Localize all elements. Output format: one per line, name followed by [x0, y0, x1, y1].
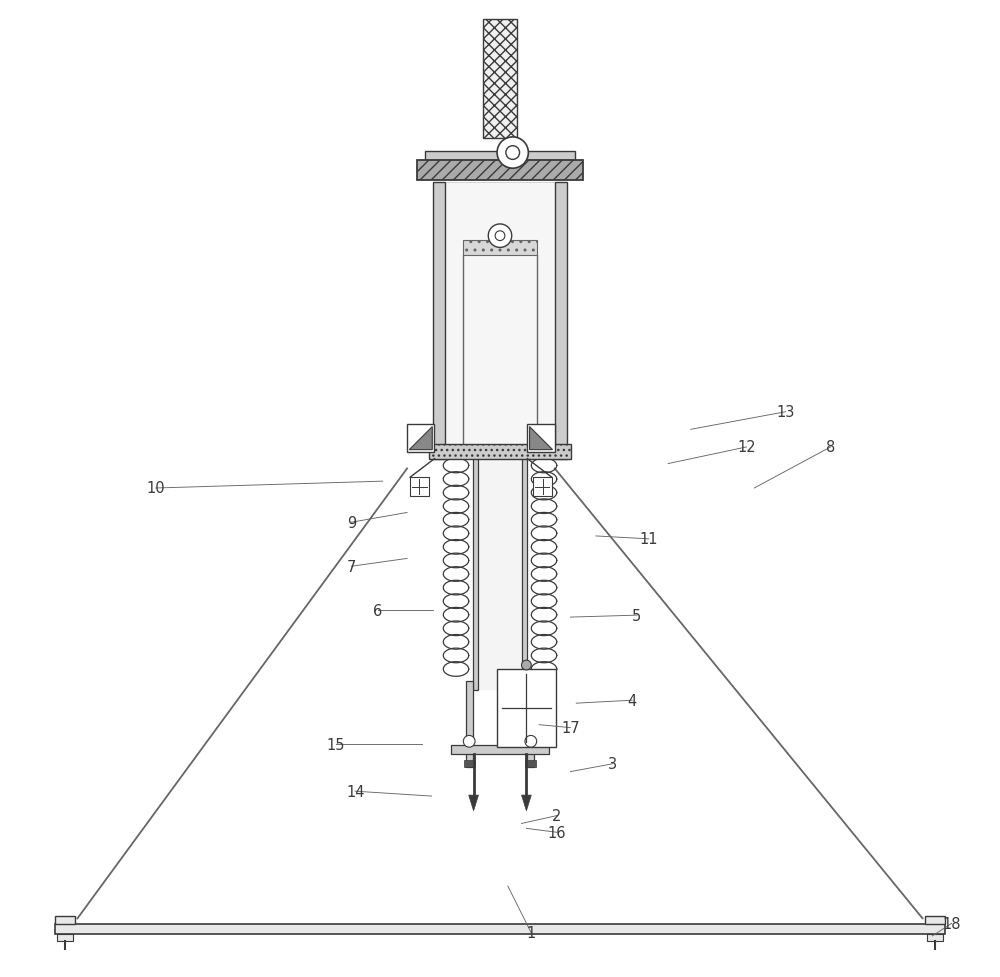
Text: 14: 14	[346, 784, 365, 799]
Text: 7: 7	[347, 559, 356, 574]
Bar	[445, 183, 555, 459]
Text: 13: 13	[776, 404, 795, 420]
Text: 12: 12	[737, 440, 756, 455]
Bar	[55, 916, 75, 924]
Bar	[478, 451, 522, 691]
Bar	[407, 425, 434, 452]
Bar	[497, 669, 556, 747]
Bar	[522, 451, 527, 691]
Bar	[57, 934, 73, 941]
Text: 8: 8	[826, 440, 835, 455]
Text: 17: 17	[561, 720, 580, 736]
Bar	[417, 161, 583, 181]
Bar	[483, 20, 517, 139]
Bar	[466, 681, 473, 767]
Text: 4: 4	[627, 693, 637, 708]
Circle shape	[525, 736, 537, 747]
Text: 3: 3	[608, 756, 617, 772]
Bar	[925, 916, 945, 924]
Bar	[425, 151, 575, 161]
Bar	[463, 240, 537, 256]
Polygon shape	[522, 795, 531, 811]
Polygon shape	[469, 795, 478, 811]
Circle shape	[497, 138, 528, 169]
Bar	[527, 681, 534, 767]
Text: 16: 16	[547, 825, 566, 840]
Bar	[410, 478, 429, 496]
Bar	[525, 760, 536, 767]
Bar	[927, 934, 943, 941]
Circle shape	[495, 232, 505, 241]
Bar	[451, 745, 549, 754]
Bar	[533, 478, 552, 496]
Circle shape	[522, 660, 531, 670]
Polygon shape	[530, 427, 553, 450]
Text: 1: 1	[527, 925, 536, 941]
Text: 9: 9	[347, 515, 356, 531]
Polygon shape	[409, 427, 432, 450]
Circle shape	[506, 147, 520, 160]
Bar	[464, 760, 475, 767]
Circle shape	[463, 736, 475, 747]
Text: 15: 15	[326, 737, 345, 752]
Bar	[473, 451, 478, 691]
Circle shape	[488, 225, 512, 248]
Bar	[527, 425, 555, 452]
Bar	[555, 183, 567, 459]
Bar	[429, 445, 571, 459]
Text: 18: 18	[943, 915, 961, 931]
Text: 11: 11	[639, 531, 658, 547]
Text: 10: 10	[146, 481, 165, 496]
Text: 6: 6	[373, 603, 382, 618]
Text: 5: 5	[632, 608, 642, 623]
Text: 2: 2	[552, 808, 561, 824]
Bar	[55, 924, 945, 934]
Bar	[433, 183, 445, 459]
